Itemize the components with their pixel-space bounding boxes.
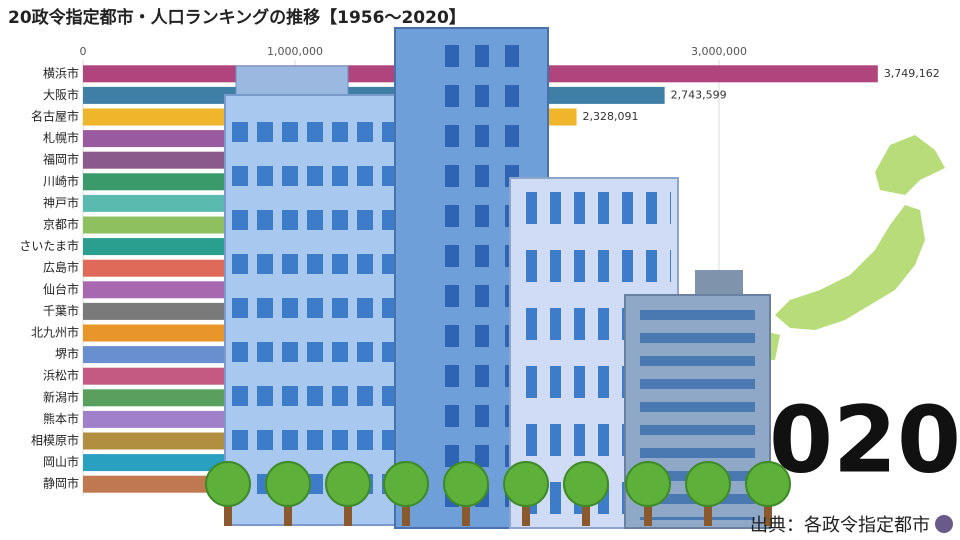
buildings bbox=[224, 27, 771, 529]
bar bbox=[83, 475, 230, 493]
value-label: 2,743,599 bbox=[671, 88, 727, 101]
value-label: 3,749,162 bbox=[884, 67, 940, 80]
category-label: 福岡市 bbox=[43, 152, 79, 167]
category-label: 広島市 bbox=[43, 260, 79, 275]
category-label: 相模原市 bbox=[31, 433, 79, 448]
tree-crown bbox=[625, 461, 671, 507]
tree-crown bbox=[563, 461, 609, 507]
value-label: 2,328,091 bbox=[583, 110, 639, 123]
bar bbox=[83, 432, 237, 450]
bar bbox=[83, 346, 259, 364]
category-label: 大阪市 bbox=[43, 87, 79, 102]
category-label: 浜松市 bbox=[43, 368, 79, 383]
japan-map bbox=[755, 135, 945, 360]
x-tick-label: 1,000,000 bbox=[267, 45, 323, 58]
category-label: さいたま市 bbox=[19, 238, 79, 253]
category-label: 岡山市 bbox=[43, 454, 79, 469]
category-label: 川崎市 bbox=[43, 173, 79, 188]
category-label: 横浜市 bbox=[43, 65, 79, 80]
category-label: 京都市 bbox=[43, 217, 79, 232]
category-label: 仙台市 bbox=[43, 281, 79, 296]
bar bbox=[83, 410, 240, 428]
source: 出典：各政令指定都市 bbox=[750, 515, 930, 536]
chart-title: 20政令指定都市・人口ランキングの推移【1956～2020】 bbox=[8, 7, 466, 28]
category-label: 堺市 bbox=[55, 346, 79, 361]
x-tick-label: 0 bbox=[80, 45, 87, 58]
category-label: 熊本市 bbox=[43, 411, 79, 426]
trees bbox=[205, 461, 791, 526]
category-label: 千葉市 bbox=[43, 303, 79, 318]
category-label: 神戸市 bbox=[43, 195, 79, 210]
category-label: 札幌市 bbox=[43, 130, 79, 145]
category-label: 新潟市 bbox=[43, 389, 79, 404]
bar bbox=[83, 367, 251, 385]
bar bbox=[83, 454, 237, 472]
tree-crown bbox=[685, 461, 731, 507]
tree-crown bbox=[383, 461, 429, 507]
tree-crown bbox=[503, 461, 549, 507]
tree-crown bbox=[325, 461, 371, 507]
category-label: 名古屋市 bbox=[31, 109, 79, 124]
avatar-icon bbox=[935, 515, 953, 533]
x-tick-label: 3,000,000 bbox=[691, 45, 747, 58]
tree-crown bbox=[265, 461, 311, 507]
bar bbox=[83, 389, 251, 407]
tree-crown bbox=[443, 461, 489, 507]
tree-crown bbox=[745, 461, 791, 507]
tree-crown bbox=[205, 461, 251, 507]
category-label: 静岡市 bbox=[43, 476, 79, 491]
year-label: 020 bbox=[769, 386, 960, 493]
category-label: 北九州市 bbox=[31, 325, 79, 340]
